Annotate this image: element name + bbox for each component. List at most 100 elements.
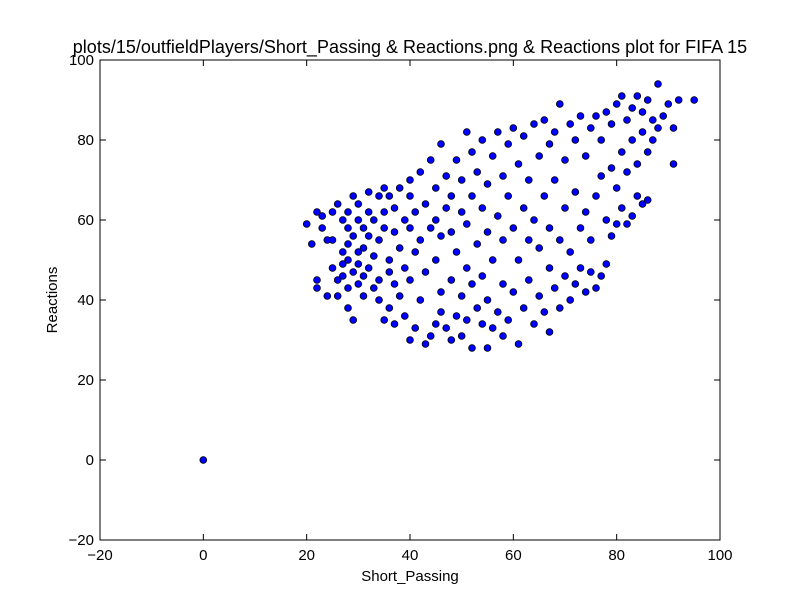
data-point (602, 108, 611, 116)
data-point (411, 208, 420, 216)
data-point (540, 116, 549, 124)
data-point (524, 176, 533, 184)
data-point (359, 224, 368, 232)
data-point (545, 224, 554, 232)
x-tick-label: −20 (87, 547, 112, 564)
data-point (344, 256, 352, 264)
data-point (333, 292, 342, 300)
data-point (617, 148, 626, 156)
data-point (576, 112, 585, 120)
data-point (354, 280, 363, 288)
data-point (597, 136, 605, 144)
y-tick-label: 80 (77, 132, 94, 149)
data-point (545, 328, 554, 336)
y-tick-label: 0 (86, 452, 94, 469)
data-point (313, 276, 321, 284)
data-point (586, 268, 595, 276)
data-point (338, 248, 347, 256)
chart-title: plots/15/outfieldPlayers/Short_Passing &… (73, 37, 747, 58)
data-point (375, 192, 383, 200)
data-point (318, 224, 327, 232)
data-point (338, 216, 347, 224)
data-point (307, 240, 316, 248)
data-point (561, 156, 569, 164)
data-point (514, 340, 523, 348)
data-point (623, 220, 631, 228)
data-point (669, 124, 678, 132)
data-point (431, 256, 440, 264)
data-point (447, 228, 456, 236)
data-point (344, 240, 352, 248)
data-point (333, 200, 342, 208)
data-point (359, 292, 368, 300)
data-point (524, 236, 533, 244)
x-tick-label: 20 (298, 547, 315, 564)
data-point (493, 308, 502, 316)
data-point (431, 184, 440, 192)
data-point (509, 288, 518, 296)
data-point (499, 332, 507, 340)
data-point (385, 192, 394, 200)
data-point (607, 164, 616, 172)
data-point (318, 212, 327, 220)
data-point (592, 112, 600, 120)
data-point (333, 276, 342, 284)
data-point (561, 204, 569, 212)
data-point (612, 184, 621, 192)
data-point (442, 172, 451, 180)
y-tick-label: 60 (77, 212, 94, 229)
data-point (369, 284, 378, 292)
data-point (550, 176, 559, 184)
data-point (442, 204, 451, 212)
data-point (493, 212, 502, 220)
data-point (581, 288, 590, 296)
y-tick-label: −20 (69, 532, 94, 549)
data-point (313, 284, 321, 292)
data-point (437, 308, 445, 316)
data-point (416, 296, 425, 304)
data-point (519, 204, 528, 212)
data-point (390, 280, 399, 288)
data-point (452, 312, 461, 320)
y-tick-label: 40 (77, 292, 94, 309)
data-point (504, 316, 513, 324)
data-point (478, 204, 487, 212)
data-point (514, 160, 523, 168)
data-point (690, 96, 698, 104)
data-point (354, 248, 363, 256)
data-point (437, 288, 445, 296)
data-point (628, 212, 636, 220)
data-point (483, 296, 492, 304)
data-point (617, 204, 626, 212)
data-point (349, 192, 358, 200)
data-point (406, 192, 414, 200)
data-point (406, 336, 414, 344)
ticks-layer: −20 0 20 40 60 80 100 −20 0 20 40 60 80 100 (69, 52, 733, 564)
data-point (473, 240, 482, 248)
data-point (545, 264, 554, 272)
data-point (535, 292, 543, 300)
data-point (462, 128, 471, 136)
data-point (643, 196, 652, 204)
y-tick-label: 100 (69, 52, 94, 69)
data-point (406, 224, 414, 232)
data-point (571, 280, 580, 288)
data-point (571, 136, 580, 144)
data-point (581, 152, 590, 160)
data-point (390, 204, 399, 212)
data-point (426, 332, 435, 340)
data-point (457, 332, 466, 340)
data-point (664, 100, 673, 108)
data-point (499, 236, 507, 244)
data-point (566, 120, 574, 128)
data-point (473, 168, 482, 176)
y-axis-label: Reactions (44, 267, 61, 334)
data-point (576, 224, 585, 232)
data-point (504, 192, 513, 200)
data-point (674, 96, 683, 104)
data-point (426, 224, 435, 232)
data-point (344, 284, 352, 292)
data-point (447, 276, 456, 284)
data-point (364, 208, 373, 216)
